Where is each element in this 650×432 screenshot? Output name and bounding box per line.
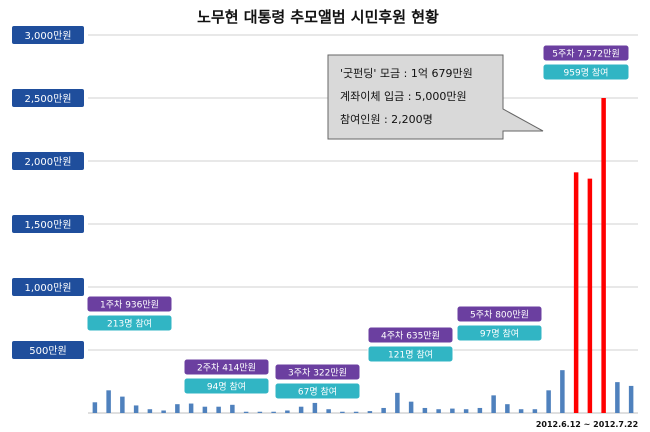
week-participants-badge — [367, 345, 454, 363]
bar — [120, 396, 125, 413]
bar — [601, 98, 606, 413]
y-tick-badge — [12, 89, 84, 107]
y-tick-badge — [12, 152, 84, 170]
week-participants-label: 959명 참여 — [564, 67, 609, 79]
bar — [367, 411, 373, 413]
bar — [587, 178, 593, 413]
bar — [92, 402, 98, 413]
bar — [532, 409, 538, 413]
bar — [463, 409, 469, 413]
callout-line: 참여인원 : 2,200명 — [340, 113, 433, 126]
bar — [436, 409, 441, 413]
bar — [408, 401, 414, 413]
bar — [628, 385, 634, 413]
week-participants-label: 213명 참여 — [107, 318, 152, 330]
y-tick-badge — [12, 341, 84, 359]
week-total-label: 3주차 322만원 — [288, 367, 347, 379]
bar — [340, 411, 345, 413]
callout-line: 계좌이체 입금 : 5,000만원 — [340, 90, 467, 103]
bar — [106, 390, 111, 413]
bar — [161, 410, 166, 413]
bar — [230, 404, 235, 413]
y-tick-label: 2,000만원 — [24, 156, 71, 168]
bar — [560, 370, 565, 413]
y-tick-label: 1,000만원 — [24, 282, 71, 294]
week-participants-badge — [456, 324, 543, 342]
week-total-label: 4주차 635만원 — [381, 330, 440, 342]
bars — [92, 98, 634, 413]
bar — [615, 382, 620, 413]
callout-line: '굿펀딩' 모금 : 1억 679만원 — [340, 67, 473, 80]
week-annotation: 5주차 800만원 97명 참여 — [456, 305, 543, 342]
week-annotation: 3주차 322만원 67명 참여 — [274, 363, 361, 400]
bar — [573, 172, 579, 413]
week-total-label: 5주차 7,572만원 — [552, 48, 619, 60]
callout-bubble — [327, 54, 544, 140]
bar — [491, 395, 496, 413]
week-participants-badge — [86, 314, 173, 332]
week-participants-badge — [274, 382, 361, 400]
week-annotation: 2주차 414만원 94명 참여 — [183, 358, 270, 395]
bar — [202, 406, 208, 413]
y-tick-badge — [12, 278, 84, 296]
bar — [505, 404, 510, 413]
bar — [257, 411, 263, 413]
week-total-label: 2주차 414만원 — [197, 362, 256, 374]
bar — [147, 409, 153, 413]
y-tick-label: 1,500만원 — [24, 219, 71, 231]
bar — [271, 411, 276, 413]
bar — [381, 407, 386, 413]
y-axis: 500만원 1,000만원 1,500만원 2,000만원 2,500만원 3,000만원 — [12, 26, 84, 359]
week-participants-badge — [542, 63, 630, 81]
week-total-badge — [456, 305, 543, 323]
y-tick-label: 3,000만원 — [24, 30, 71, 42]
y-tick-label: 2,500만원 — [24, 93, 71, 105]
bar — [395, 392, 400, 413]
week-total-badge — [183, 358, 270, 376]
y-tick-badge — [12, 26, 84, 44]
week-annotations: 1주차 936만원 213명 참여 2주차 414만원 94명 참여 3주차 322만원… — [86, 44, 630, 400]
y-tick-badge — [12, 215, 84, 233]
y-tick-label: 500만원 — [29, 345, 67, 357]
week-total-label: 5주차 800만원 — [470, 309, 529, 321]
week-annotation: 4주차 635만원 121명 참여 — [367, 326, 454, 363]
date-range-label: 2012.6.12 ~ 2012.7.22 — [536, 420, 638, 429]
bar — [188, 403, 194, 413]
bar — [353, 411, 359, 413]
bar — [477, 407, 483, 413]
bar — [216, 406, 221, 413]
bar — [312, 402, 318, 413]
week-participants-label: 97명 참여 — [480, 328, 519, 340]
bar — [326, 409, 331, 413]
bar — [243, 411, 249, 413]
week-total-badge — [542, 44, 630, 62]
bar — [422, 407, 428, 413]
chart-title: 노무현 대통령 추모앨범 시민후원 현황 — [197, 8, 439, 26]
week-participants-label: 67명 참여 — [298, 386, 337, 398]
week-participants-badge — [183, 377, 270, 395]
bar — [546, 390, 551, 413]
week-annotation: 5주차 7,572만원 959명 참여 — [542, 44, 630, 81]
bar — [285, 410, 290, 413]
bar — [133, 405, 139, 413]
week-total-badge — [86, 295, 173, 313]
bar — [175, 404, 180, 413]
bar — [518, 409, 524, 413]
week-total-label: 1주차 936만원 — [100, 299, 159, 311]
week-participants-label: 94명 참여 — [207, 381, 246, 393]
week-annotation: 1주차 936만원 213명 참여 — [86, 295, 173, 332]
bar — [450, 408, 455, 413]
week-total-badge — [274, 363, 361, 381]
week-total-badge — [367, 326, 454, 344]
bar — [298, 406, 304, 413]
week-participants-label: 121명 참여 — [388, 349, 433, 361]
